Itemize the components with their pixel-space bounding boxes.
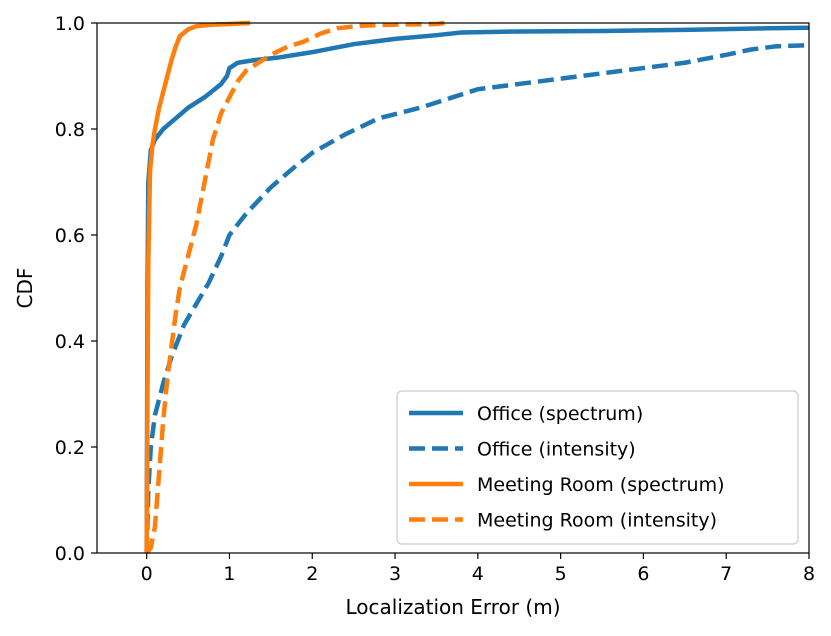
y-tick-label: 0.4 xyxy=(55,331,85,353)
x-tick-label: 1 xyxy=(223,563,235,585)
x-tick-label: 6 xyxy=(637,563,649,585)
legend-label-4: Meeting Room (intensity) xyxy=(477,510,717,532)
x-tick-label: 7 xyxy=(720,563,732,585)
y-axis-label: CDF xyxy=(13,268,37,309)
y-tick-label: 0.8 xyxy=(55,119,85,141)
y-axis-ticks: 0.0 0.2 0.4 0.6 0.8 1.0 xyxy=(55,13,97,565)
x-axis-label: Localization Error (m) xyxy=(345,595,560,619)
legend: Office (spectrum) Office (intensity) Meeti… xyxy=(396,390,799,545)
x-axis-ticks: 0 1 2 3 4 5 6 7 8 xyxy=(141,553,815,585)
y-tick-label: 0.0 xyxy=(55,543,85,565)
legend-label-1: Office (spectrum) xyxy=(477,403,643,425)
x-tick-label: 2 xyxy=(306,563,318,585)
legend-box xyxy=(396,390,799,545)
y-tick-label: 0.6 xyxy=(55,225,85,247)
legend-label-2: Office (intensity) xyxy=(477,439,636,461)
legend-label-3: Meeting Room (spectrum) xyxy=(477,474,725,496)
x-tick-label: 4 xyxy=(472,563,484,585)
series-line-3 xyxy=(144,20,251,554)
x-tick-label: 3 xyxy=(389,563,401,585)
plot-frame xyxy=(96,22,810,554)
x-tick-label: 5 xyxy=(555,563,567,585)
x-tick-label: 0 xyxy=(141,563,153,585)
y-tick-label: 1.0 xyxy=(55,13,85,35)
series-line-4 xyxy=(144,20,446,555)
x-tick-label: 8 xyxy=(803,563,815,585)
series-lines xyxy=(144,20,809,555)
y-tick-label: 0.2 xyxy=(55,437,85,459)
